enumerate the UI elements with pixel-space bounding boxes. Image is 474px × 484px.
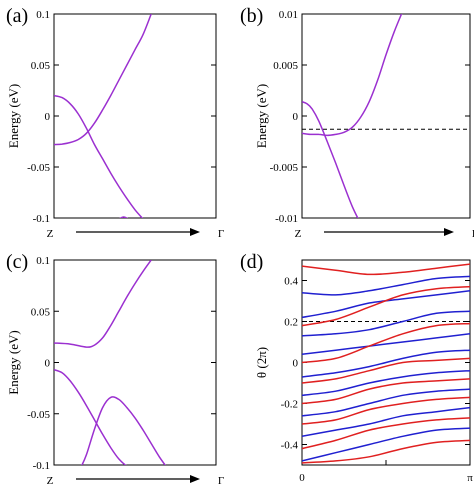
series-line-13 bbox=[302, 357, 470, 384]
arrow-head bbox=[444, 228, 454, 236]
panel-label: (d) bbox=[240, 251, 263, 273]
y-tick-label: 0.05 bbox=[31, 60, 51, 72]
y-axis-label: Energy (eV) bbox=[254, 84, 269, 148]
x-end-label: Γ bbox=[218, 228, 224, 240]
y-tick-label: 0.4 bbox=[284, 276, 298, 288]
series-line-1 bbox=[54, 260, 152, 348]
y-tick-label: 0 bbox=[293, 358, 299, 370]
panel-b: (b) 0.01 0.005 0 -0.005 -0.01 Energy (eV) Z Γ bbox=[240, 5, 474, 240]
y-tick-label: -0.005 bbox=[270, 162, 299, 174]
series-line-3 bbox=[119, 216, 129, 218]
y-tick-label: 0.01 bbox=[279, 9, 298, 21]
y-tick-label: 0.2 bbox=[284, 317, 298, 329]
y-tick-label: -0.1 bbox=[33, 213, 50, 225]
x-end-label: Γ bbox=[472, 228, 474, 240]
data-layer bbox=[302, 14, 470, 218]
plot-frame bbox=[53, 13, 217, 219]
y-tick-label: 0 bbox=[293, 111, 299, 123]
x-end-label: Γ bbox=[218, 475, 224, 484]
series-line-17 bbox=[302, 439, 470, 464]
arrow-head bbox=[190, 228, 200, 236]
x-start-label: Z bbox=[47, 475, 54, 484]
y-axis-label: Energy (eV) bbox=[6, 84, 21, 148]
panel-d: (d) 0.4 0.2 0 -0.2 -0.4 θ (2π) 0 π bbox=[240, 251, 473, 484]
plot-frame bbox=[53, 259, 217, 466]
y-tick-label: 0.1 bbox=[36, 255, 50, 267]
series-line-9 bbox=[302, 427, 470, 462]
y-tick-label: -0.01 bbox=[275, 213, 298, 225]
x-start-label: Z bbox=[295, 228, 302, 240]
y-tick-label: 0.05 bbox=[31, 306, 51, 318]
series-line-4 bbox=[302, 333, 470, 356]
series-line-2 bbox=[302, 101, 359, 218]
data-layer bbox=[54, 260, 167, 465]
plot-frame bbox=[301, 13, 471, 219]
x-tick-label: 0 bbox=[299, 472, 305, 484]
panel-c: (c) 0.1 0.05 0 -0.05 -0.1 Energy (eV) Z Γ bbox=[6, 251, 224, 484]
series-line-2 bbox=[54, 94, 144, 218]
x-start-label: Z bbox=[47, 228, 54, 240]
data-layer bbox=[302, 263, 470, 464]
series-line-14 bbox=[302, 378, 470, 405]
x-tick-label: π bbox=[467, 472, 473, 484]
series-line-11 bbox=[302, 285, 470, 327]
y-tick-label: 0 bbox=[45, 358, 51, 370]
y-tick-label: -0.1 bbox=[33, 460, 50, 472]
panel-a: (a) 0.1 0.05 0 -0.05 -0.1 Energy (eV) Z Γ bbox=[6, 5, 224, 240]
series-line-1 bbox=[302, 14, 403, 137]
series-line-16 bbox=[302, 417, 470, 450]
y-tick-label: -0.05 bbox=[27, 162, 50, 174]
series-line-1 bbox=[54, 14, 152, 146]
series-line-8 bbox=[302, 406, 470, 438]
panel-label: (c) bbox=[6, 251, 28, 273]
panel-label: (a) bbox=[6, 5, 28, 27]
series-line-7 bbox=[302, 388, 470, 417]
series-line-12 bbox=[302, 322, 470, 364]
series-line-3 bbox=[302, 310, 470, 337]
y-tick-label: 0.1 bbox=[36, 9, 50, 21]
series-line-15 bbox=[302, 396, 470, 425]
series-line-3 bbox=[81, 396, 167, 465]
series-line-2 bbox=[54, 368, 127, 465]
data-layer bbox=[54, 14, 152, 218]
series-line-6 bbox=[302, 369, 470, 397]
series-line-5 bbox=[302, 349, 470, 378]
arrow-head bbox=[190, 475, 200, 483]
y-axis-label: Energy (eV) bbox=[6, 330, 21, 394]
y-tick-label: -0.2 bbox=[281, 399, 298, 411]
y-tick-label: -0.05 bbox=[27, 409, 50, 421]
panel-label: (b) bbox=[240, 5, 263, 27]
y-tick-label: 0.005 bbox=[273, 60, 298, 72]
series-line-10 bbox=[302, 263, 470, 276]
y-axis-label: θ (2π) bbox=[254, 347, 269, 378]
y-tick-label: 0 bbox=[45, 111, 51, 123]
series-line-1 bbox=[302, 275, 470, 296]
y-tick-label: -0.4 bbox=[281, 440, 299, 452]
